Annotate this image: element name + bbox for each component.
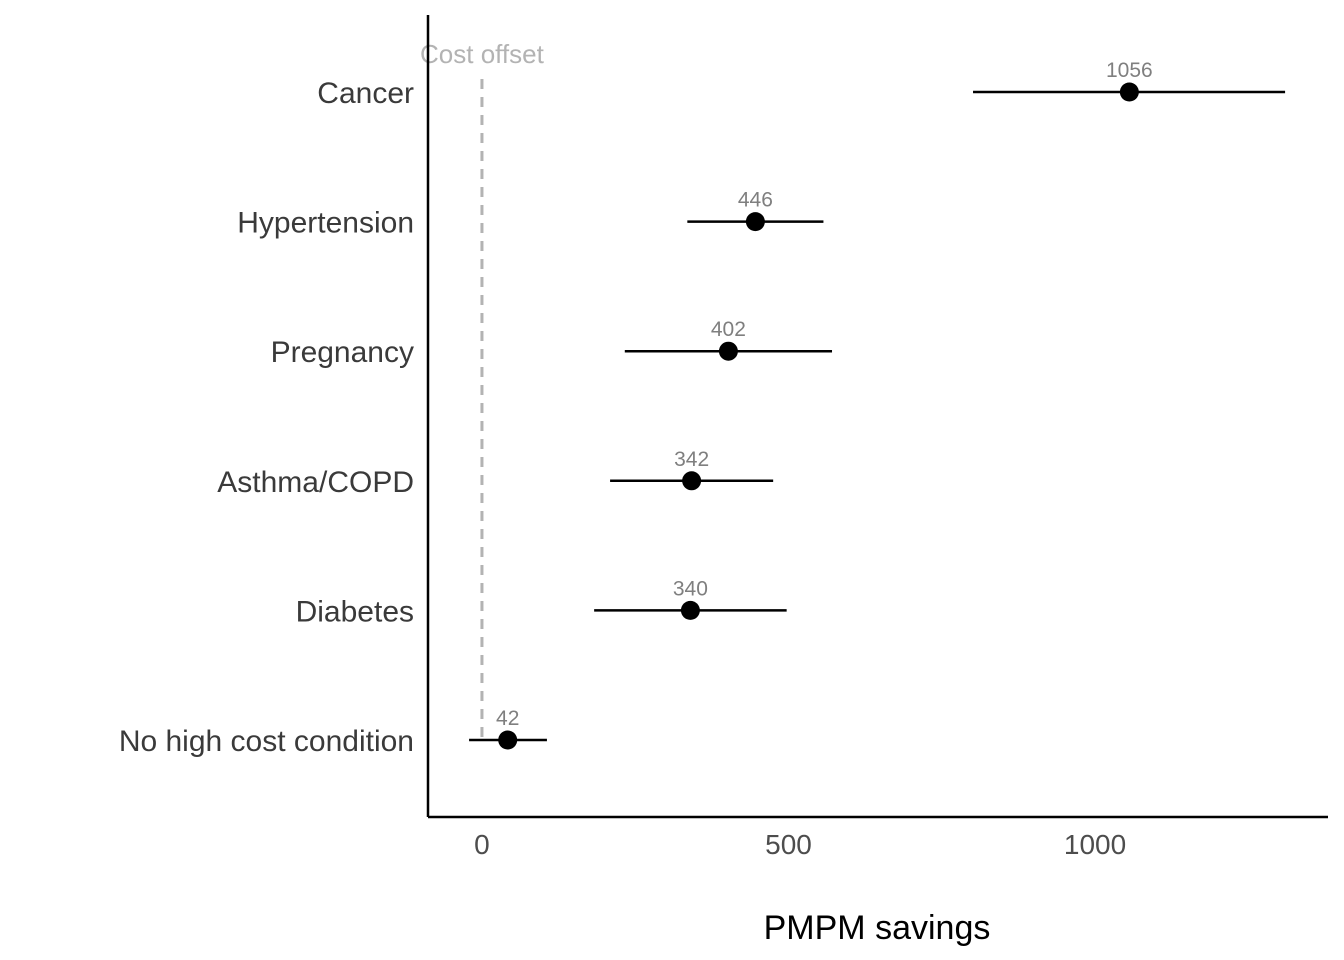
estimate-point bbox=[1119, 82, 1139, 102]
estimate-point bbox=[680, 600, 700, 620]
x-tick-label: 500 bbox=[765, 829, 812, 860]
data-label: 446 bbox=[738, 189, 773, 212]
axes: 0 500 1000 bbox=[426, 15, 1328, 860]
cost-offset-label: Cost offset bbox=[420, 39, 545, 69]
estimate-point bbox=[718, 341, 738, 361]
category-label: Asthma/COPD bbox=[217, 466, 414, 499]
data-label: 402 bbox=[711, 318, 746, 341]
category-label: Cancer bbox=[317, 77, 414, 110]
estimate-point bbox=[498, 730, 518, 750]
x-tick-label: 1000 bbox=[1064, 829, 1126, 860]
estimate-point bbox=[745, 212, 765, 232]
data-label: 42 bbox=[496, 707, 519, 730]
category-label: No high cost condition bbox=[119, 725, 414, 758]
x-axis-title: PMPM savings bbox=[764, 909, 991, 947]
data-label: 342 bbox=[674, 448, 709, 471]
labels: Cancer Hypertension Pregnancy Asthma/COPD Di… bbox=[119, 59, 1153, 758]
category-label: Hypertension bbox=[237, 207, 414, 240]
data-label: 340 bbox=[673, 577, 708, 600]
category-label: Pregnancy bbox=[271, 336, 414, 369]
estimate-point bbox=[682, 471, 702, 491]
data-label: 1056 bbox=[1106, 59, 1153, 82]
reference-layer: Cost offset bbox=[420, 39, 545, 744]
x-tick-label: 0 bbox=[474, 829, 490, 860]
data-marks bbox=[469, 82, 1286, 750]
category-label: Diabetes bbox=[296, 595, 414, 628]
